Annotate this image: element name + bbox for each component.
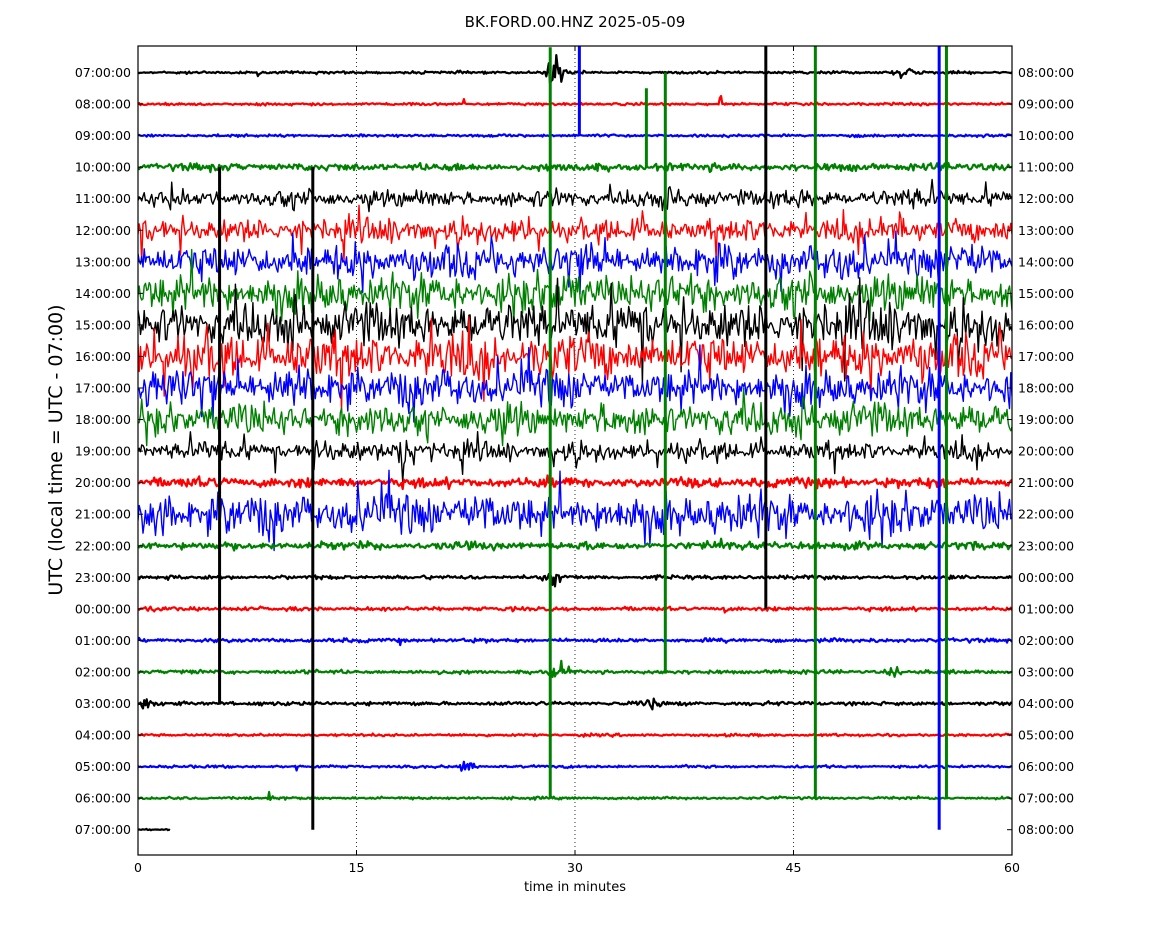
trace-row-9: [138, 316, 1012, 412]
right-tick-label-1: 09:00:00: [1018, 97, 1074, 112]
trace-group: [138, 46, 1012, 832]
left-tick-label-8: 15:00:00: [75, 317, 131, 332]
trace-row-21: [138, 732, 1012, 738]
left-tick-label-11: 18:00:00: [75, 412, 131, 427]
trace-row-1: [138, 94, 1012, 107]
right-tick-label-6: 14:00:00: [1018, 254, 1074, 269]
trace-row-12: [138, 431, 1012, 483]
right-tick-label-23: 07:00:00: [1018, 791, 1074, 806]
left-tick-label-6: 13:00:00: [75, 254, 131, 269]
trace-row-2: [138, 133, 1012, 139]
right-tick-label-10: 18:00:00: [1018, 381, 1074, 396]
right-tick-label-3: 11:00:00: [1018, 160, 1074, 175]
trace-row-0: [138, 54, 1012, 85]
trace-row-4: [138, 178, 1012, 213]
right-tick-label-14: 22:00:00: [1018, 507, 1074, 522]
right-tick-label-24: 08:00:00: [1018, 822, 1074, 837]
trace-row-18: [138, 636, 1012, 647]
left-tick-label-7: 14:00:00: [75, 286, 131, 301]
right-tick-label-19: 03:00:00: [1018, 664, 1074, 679]
right-tick-label-17: 01:00:00: [1018, 601, 1074, 616]
x-tick-label-3: 45: [786, 860, 802, 875]
x-axis: 0 15 30 45 60: [134, 46, 1020, 875]
right-tick-label-4: 12:00:00: [1018, 191, 1074, 206]
chart-title: BK.FORD.00.HNZ 2025-05-09: [465, 13, 686, 31]
left-tick-label-4: 11:00:00: [75, 191, 131, 206]
right-tick-label-21: 05:00:00: [1018, 728, 1074, 743]
right-tick-label-20: 04:00:00: [1018, 696, 1074, 711]
left-tick-label-23: 06:00:00: [75, 791, 131, 806]
right-tick-label-8: 16:00:00: [1018, 317, 1074, 332]
right-tick-label-0: 08:00:00: [1018, 65, 1074, 80]
right-tick-label-5: 13:00:00: [1018, 223, 1074, 238]
left-tick-label-17: 00:00:00: [75, 601, 131, 616]
left-tick-label-21: 04:00:00: [75, 728, 131, 743]
trace-row-24: [138, 827, 171, 832]
left-tick-label-16: 23:00:00: [75, 570, 131, 585]
trace-row-7: [138, 248, 1012, 325]
left-tick-label-5: 12:00:00: [75, 223, 131, 238]
left-tick-label-24: 07:00:00: [75, 822, 131, 837]
left-tick-label-20: 03:00:00: [75, 696, 131, 711]
trace-row-19: [138, 659, 1012, 678]
left-tick-label-15: 22:00:00: [75, 538, 131, 553]
left-tick-label-10: 17:00:00: [75, 381, 131, 396]
right-tick-label-11: 19:00:00: [1018, 412, 1074, 427]
left-tick-label-22: 05:00:00: [75, 759, 131, 774]
x-axis-label: time in minutes: [524, 880, 626, 895]
right-tick-label-22: 06:00:00: [1018, 759, 1074, 774]
left-axis: 07:00:00 08:00:00 09:00:00 10:00:00 11:00:00…: [75, 65, 143, 837]
x-tick-label-2: 30: [567, 860, 583, 875]
left-tick-label-18: 01:00:00: [75, 633, 131, 648]
trace-row-10: [138, 344, 1012, 423]
x-tick-label-4: 60: [1004, 860, 1020, 875]
trace-row-14: [138, 469, 1012, 552]
right-tick-label-2: 10:00:00: [1018, 128, 1074, 143]
trace-row-3: [138, 161, 1012, 174]
right-tick-label-16: 00:00:00: [1018, 570, 1074, 585]
right-tick-label-12: 20:00:00: [1018, 444, 1074, 459]
left-tick-label-1: 08:00:00: [75, 97, 131, 112]
right-tick-label-9: 17:00:00: [1018, 349, 1074, 364]
trace-row-11: [138, 387, 1012, 447]
left-tick-label-9: 16:00:00: [75, 349, 131, 364]
right-tick-label-13: 21:00:00: [1018, 475, 1074, 490]
left-tick-label-2: 09:00:00: [75, 128, 131, 143]
trace-row-15: [138, 537, 1012, 552]
trace-row-8: [138, 277, 1012, 385]
left-tick-label-3: 10:00:00: [75, 160, 131, 175]
trace-row-20: [138, 697, 1012, 711]
left-tick-label-19: 02:00:00: [75, 664, 131, 679]
y-axis-label: UTC (local time = UTC - 07:00): [45, 304, 67, 595]
trace-row-23: [138, 790, 1012, 801]
right-tick-label-18: 02:00:00: [1018, 633, 1074, 648]
left-tick-label-13: 20:00:00: [75, 475, 131, 490]
left-tick-label-14: 21:00:00: [75, 507, 131, 522]
x-tick-label-1: 15: [349, 860, 365, 875]
trace-row-5: [138, 204, 1012, 262]
trace-row-6: [138, 230, 1012, 295]
right-tick-label-15: 23:00:00: [1018, 538, 1074, 553]
right-tick-label-7: 15:00:00: [1018, 286, 1074, 301]
right-axis: 08:00:00 09:00:00 10:00:00 11:00:00 12:00:00…: [1007, 65, 1074, 837]
x-tick-label-0: 0: [134, 860, 142, 875]
trace-row-22: [138, 760, 1012, 772]
left-tick-label-12: 19:00:00: [75, 444, 131, 459]
left-tick-label-0: 07:00:00: [75, 65, 131, 80]
trace-row-13: [138, 474, 1012, 491]
trace-row-17: [138, 605, 1012, 614]
trace-row-16: [138, 573, 1012, 588]
